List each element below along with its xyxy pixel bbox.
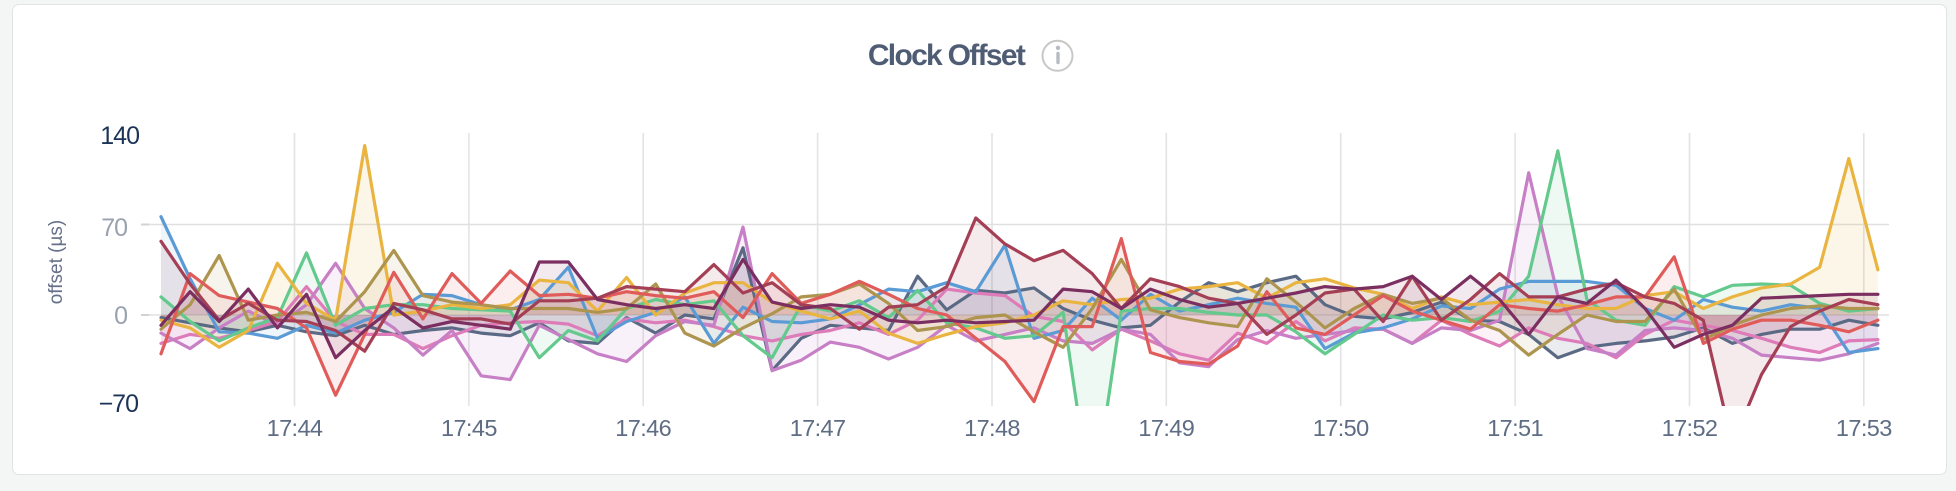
svg-text:−70: −70	[99, 390, 139, 418]
svg-text:17:45: 17:45	[441, 415, 497, 441]
svg-text:140: 140	[100, 122, 139, 150]
svg-text:17:52: 17:52	[1662, 415, 1718, 441]
svg-text:17:53: 17:53	[1836, 415, 1892, 441]
svg-text:17:48: 17:48	[964, 415, 1020, 441]
svg-text:17:46: 17:46	[615, 415, 671, 441]
svg-text:0: 0	[114, 302, 127, 330]
svg-text:17:47: 17:47	[790, 415, 846, 441]
svg-text:70: 70	[101, 214, 127, 242]
svg-text:17:44: 17:44	[267, 415, 323, 441]
svg-text:17:50: 17:50	[1313, 415, 1369, 441]
svg-text:17:51: 17:51	[1487, 415, 1543, 441]
svg-text:Clock Offset: Clock Offset	[868, 39, 1026, 72]
svg-text:17:49: 17:49	[1138, 415, 1194, 441]
svg-text:offset (µs): offset (µs)	[46, 220, 67, 305]
